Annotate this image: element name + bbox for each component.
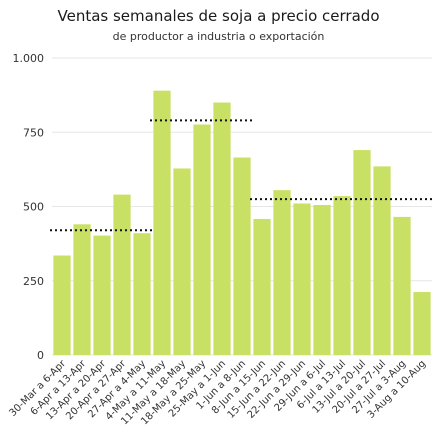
bar (413, 292, 431, 355)
bar (153, 90, 171, 356)
bar (213, 102, 231, 355)
bars (53, 90, 431, 356)
average-lines (50, 119, 434, 232)
bar (233, 157, 251, 355)
bar (253, 218, 271, 355)
bar (73, 224, 91, 355)
y-tick-label: 250 (23, 275, 44, 288)
y-tick-label: 750 (23, 126, 44, 139)
bar (113, 194, 131, 355)
y-axis-ticks: 0 250 500 750 1.000 (13, 52, 45, 362)
chart-subtitle: de productor a industria o exportación (112, 30, 325, 43)
bar (133, 233, 151, 355)
y-tick-label: 0 (37, 349, 44, 362)
y-tick-label: 1.000 (13, 52, 45, 65)
bar (373, 166, 391, 355)
bar (393, 216, 411, 355)
bar (93, 235, 111, 355)
bar (353, 150, 371, 355)
bar (333, 196, 351, 355)
bar (173, 168, 191, 355)
bar (313, 205, 331, 355)
bar (53, 255, 71, 355)
chart-title: Ventas semanales de soja a precio cerrad… (57, 7, 380, 25)
bar (293, 203, 311, 355)
bar (193, 124, 211, 355)
bar (273, 190, 291, 355)
y-tick-label: 500 (23, 201, 44, 214)
